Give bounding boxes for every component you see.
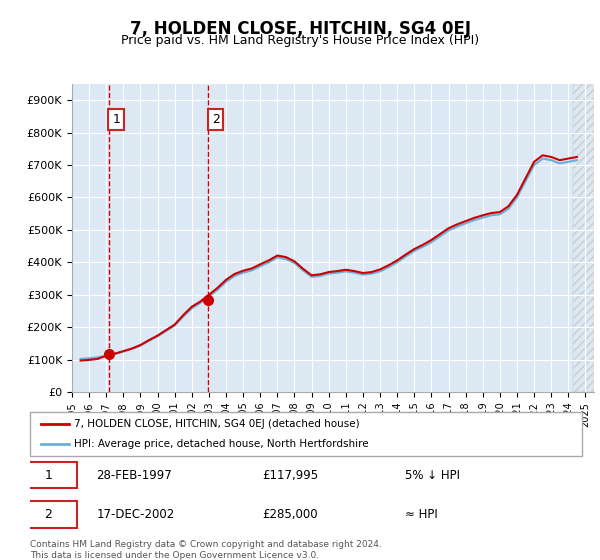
Text: 7, HOLDEN CLOSE, HITCHIN, SG4 0EJ (detached house): 7, HOLDEN CLOSE, HITCHIN, SG4 0EJ (detac… [74, 419, 360, 429]
Text: HPI: Average price, detached house, North Hertfordshire: HPI: Average price, detached house, Nort… [74, 439, 369, 449]
Text: 5% ↓ HPI: 5% ↓ HPI [406, 469, 460, 482]
Text: ≈ HPI: ≈ HPI [406, 508, 438, 521]
Text: 17-DEC-2002: 17-DEC-2002 [96, 508, 175, 521]
Text: 1: 1 [44, 469, 52, 482]
Text: 7, HOLDEN CLOSE, HITCHIN, SG4 0EJ: 7, HOLDEN CLOSE, HITCHIN, SG4 0EJ [130, 20, 470, 38]
FancyBboxPatch shape [19, 462, 77, 488]
Text: £285,000: £285,000 [262, 508, 317, 521]
FancyBboxPatch shape [19, 501, 77, 528]
Text: 2: 2 [44, 508, 52, 521]
Text: Contains HM Land Registry data © Crown copyright and database right 2024.
This d: Contains HM Land Registry data © Crown c… [30, 540, 382, 560]
FancyBboxPatch shape [30, 412, 582, 456]
Text: 2: 2 [212, 113, 220, 126]
Text: Price paid vs. HM Land Registry's House Price Index (HPI): Price paid vs. HM Land Registry's House … [121, 34, 479, 46]
Text: 1: 1 [112, 113, 120, 126]
Text: 28-FEB-1997: 28-FEB-1997 [96, 469, 172, 482]
Text: £117,995: £117,995 [262, 469, 318, 482]
